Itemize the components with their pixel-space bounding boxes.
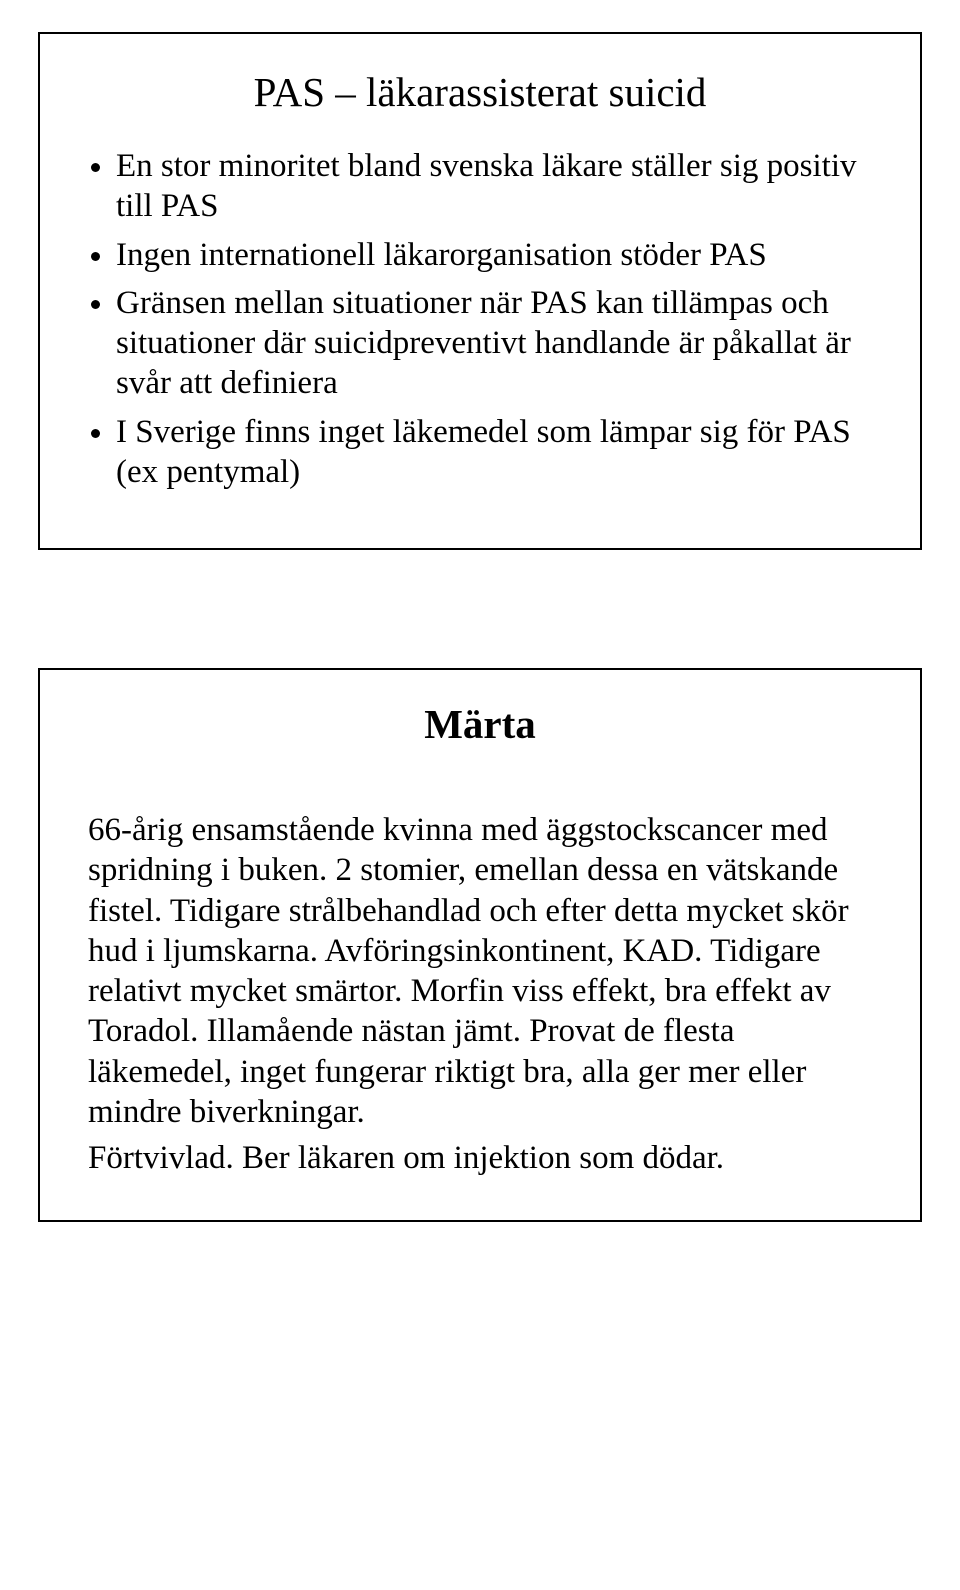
list-item: Ingen internationell läkarorganisation s… [116,235,872,275]
list-item: En stor minoritet bland svenska läkare s… [116,146,872,227]
slide-2-paragraph-1: 66-årig ensamstående kvinna med äggstock… [88,810,872,1132]
page: PAS – läkarassisterat suicid En stor min… [0,0,960,1590]
slide-2: Märta 66-årig ensamstående kvinna med äg… [38,668,922,1222]
slide-1-title: PAS – läkarassisterat suicid [88,68,872,116]
slide-2-paragraph-2: Förtvivlad. Ber läkaren om injektion som… [88,1138,872,1178]
slide-1-bullets: En stor minoritet bland svenska läkare s… [88,146,872,492]
list-item: I Sverige finns inget läkemedel som lämp… [116,412,872,493]
slide-1: PAS – läkarassisterat suicid En stor min… [38,32,922,550]
list-item: Gränsen mellan situationer när PAS kan t… [116,283,872,404]
slide-2-title: Märta [88,700,872,748]
